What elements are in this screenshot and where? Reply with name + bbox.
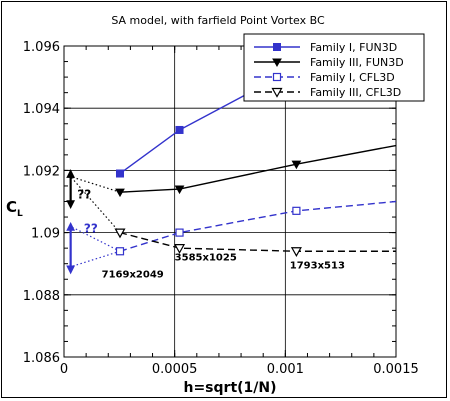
- y-tick-label: 1.086: [23, 351, 60, 366]
- marker-filled-square: [115, 169, 124, 178]
- marker-open-square: [115, 247, 125, 256]
- y-axis-label-sub: L: [17, 209, 23, 219]
- x-tick-label: 0.0005: [152, 362, 198, 377]
- x-tick-label: 0.001: [267, 362, 304, 377]
- legend-entry: Family III, FUN3D: [310, 56, 404, 69]
- marker-filled-triangle: [115, 188, 125, 198]
- series-line: [119, 144, 396, 193]
- y-tick-label: 1.088: [23, 289, 60, 304]
- marker-open-triangle: [174, 244, 186, 254]
- uncertainty-label: ??: [77, 187, 91, 201]
- legend-entry: Family I, FUN3D: [310, 41, 397, 54]
- marker-open-square: [292, 206, 301, 215]
- series-line: [119, 200, 396, 252]
- x-axis-ticks: 0 0.0005 0.001 0.0015: [60, 46, 419, 377]
- marker-open-square: [175, 228, 184, 237]
- extrapolation-line: [70, 176, 121, 233]
- annotations: ???? 7169x2049 3585x1025 1793x513: [77, 187, 345, 280]
- series-markers: [114, 63, 302, 257]
- legend-entry: Family III, CFL3D: [310, 86, 401, 99]
- legend: Family I, FUN3D Family III, FUN3D Family I…: [243, 33, 425, 102]
- marker-filled-square: [175, 125, 184, 134]
- y-axis-label: CL: [6, 198, 23, 219]
- marker-open-triangle: [271, 87, 283, 98]
- marker-filled-triangle: [174, 185, 185, 195]
- marker-open-triangle: [290, 247, 302, 257]
- y-tick-label: 1.096: [23, 40, 60, 55]
- marker-open-triangle: [114, 228, 126, 239]
- uncertainty-label: ??: [84, 222, 98, 236]
- grid-size-label: 7169x2049: [102, 270, 164, 281]
- y-tick-label: 1.094: [23, 102, 60, 117]
- chart-title: SA model, with farfield Point Vortex BC: [111, 14, 325, 27]
- grid-size-label: 3585x1025: [175, 253, 237, 264]
- extrapolation-line: [70, 225, 121, 252]
- extrapolation-line: [70, 176, 121, 193]
- x-tick-label: 0: [60, 362, 68, 377]
- extrapolation-lines: [70, 176, 121, 268]
- y-axis-label-main: C: [6, 198, 17, 216]
- x-tick-label: 0.0015: [373, 362, 419, 377]
- x-axis-label-text: h=sqrt(1/N): [183, 380, 276, 396]
- y-tick-label: 1.09: [31, 227, 60, 242]
- x-axis-label: h=sqrt(1/N): [183, 380, 276, 396]
- y-tick-label: 1.092: [23, 164, 60, 179]
- marker-open-square: [272, 72, 282, 82]
- grid-size-label: 1793x513: [290, 260, 345, 271]
- marker-filled-triangle: [291, 160, 302, 170]
- series-line: [119, 231, 396, 252]
- extrapolation-line: [70, 250, 121, 268]
- y-axis-label-text: CL: [6, 198, 23, 219]
- marker-filled-triangle: [272, 58, 282, 68]
- legend-entry: Family I, CFL3D: [310, 71, 395, 84]
- y-axis-ticks: 1.086 1.088 1.09 1.092 1.094 1.096: [23, 40, 396, 366]
- marker-filled-square: [273, 43, 281, 51]
